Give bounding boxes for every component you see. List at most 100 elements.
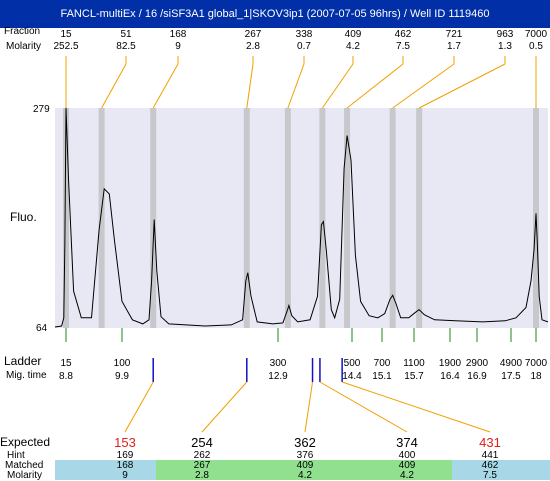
peak-size-label: 462	[394, 29, 412, 40]
hint-label: 441	[481, 450, 499, 461]
peak-molarity-label: 2.8	[246, 41, 260, 52]
expected-leader	[341, 381, 491, 433]
ladder-migtime-label: 17.5	[501, 371, 521, 382]
electropherogram-trace	[54, 107, 549, 328]
expected-molarity-label: 4.2	[298, 470, 312, 481]
peak-molarity-label: 1.3	[498, 41, 512, 52]
peak-molarity-label: 9	[175, 41, 181, 52]
ladder-migtime-label: 15.7	[404, 371, 424, 382]
plot-area	[55, 108, 548, 328]
ladder-migtime-label: 18	[530, 371, 542, 382]
peak-leader	[101, 63, 127, 109]
ladder-row-label: Ladder	[4, 354, 42, 368]
matched-label: 409	[398, 460, 416, 471]
migtime-row-label: Mig. time	[6, 370, 47, 381]
peak-size-label: 7000	[524, 29, 548, 40]
expected-size-label: 362	[294, 435, 316, 450]
ladder-size-label: 700	[373, 358, 391, 369]
peak-size-label: 168	[169, 29, 187, 40]
peak-band	[344, 108, 351, 328]
ladder-migtime-label: 9.9	[115, 371, 129, 382]
expected-size-label: 431	[479, 435, 501, 450]
peak-molarity-label: 0.5	[529, 41, 543, 52]
expected-molarity-label: 7.5	[483, 470, 497, 481]
expected-cell	[252, 460, 356, 480]
expected-cell	[55, 460, 156, 480]
peak-band	[243, 108, 250, 328]
peak-leader	[321, 63, 354, 109]
peak-leader	[418, 63, 506, 109]
peak-band	[416, 108, 423, 328]
ladder-migtime-label: 16.4	[440, 371, 460, 382]
peak-molarity-label: 0.7	[297, 41, 311, 52]
peak-leader	[287, 63, 305, 109]
hint-label: 376	[296, 450, 314, 461]
expected-leader	[304, 381, 314, 433]
y-tick-bottom: 64	[36, 323, 48, 334]
hint-label: 169	[116, 450, 134, 461]
expected-leader	[124, 381, 154, 433]
peak-size-label: 51	[120, 29, 132, 40]
peak-band	[284, 108, 291, 328]
expected-size-label: 374	[396, 435, 418, 450]
ladder-size-label: 2900	[465, 358, 489, 369]
matched-label: 409	[296, 460, 314, 471]
peak-leader	[346, 63, 404, 109]
y-axis-label: Fluo.	[10, 210, 37, 224]
peak-size-label: 338	[295, 29, 313, 40]
peak-band	[63, 108, 69, 328]
expected-molarity-label: 9	[122, 470, 128, 481]
expected-molarity-label: 2.8	[195, 470, 209, 481]
fraction-label: Fraction	[4, 26, 41, 37]
ladder-migtime-label: 12.9	[268, 371, 288, 382]
ladder-migtime-label: 16.9	[467, 371, 487, 382]
ladder-migtime-label: 15.1	[372, 371, 392, 382]
matched-row-label: Matched	[5, 460, 44, 471]
peak-band	[98, 108, 105, 328]
expected-leader	[201, 381, 248, 433]
peak-band	[319, 108, 326, 328]
peak-size-label: 409	[344, 29, 362, 40]
matched-label: 168	[116, 460, 134, 471]
ladder-size-label: 1100	[403, 358, 425, 369]
peak-leader	[152, 63, 179, 109]
ladder-size-label: 500	[343, 358, 361, 369]
hint-label: 262	[193, 450, 211, 461]
peak-molarity-label: 4.2	[346, 41, 360, 52]
expected-size-label: 153	[114, 435, 136, 450]
ladder-migtime-label: 8.8	[59, 371, 73, 382]
matched-label: 462	[481, 460, 499, 471]
expected-cell	[356, 460, 452, 480]
ladder-size-label: 100	[113, 358, 131, 369]
expected-leader	[319, 381, 408, 433]
ladder-size-label: 15	[60, 358, 72, 369]
peak-leader	[246, 63, 254, 109]
window-title: FANCL-multiEx / 16 /siSF3A1 global_1|SKO…	[0, 0, 550, 28]
ladder-migtime-label: 14.4	[342, 371, 362, 382]
peak-molarity-label: 82.5	[116, 41, 136, 52]
peak-size-label: 963	[496, 29, 514, 40]
peak-leader	[392, 63, 455, 109]
peak-size-label: 721	[445, 29, 463, 40]
hint-label: 400	[398, 450, 416, 461]
peak-molarity-label: 7.5	[396, 41, 410, 52]
peak-size-label: 15	[60, 29, 72, 40]
ladder-size-label: 7000	[524, 358, 548, 369]
expected-molarity-label: 4.2	[400, 470, 414, 481]
molarity-label: Molarity	[6, 41, 42, 52]
peak-molarity-label: 252.5	[53, 41, 79, 52]
expected-cell	[156, 460, 252, 480]
peak-band	[150, 108, 157, 328]
matched-label: 267	[193, 460, 211, 471]
peak-band	[389, 108, 396, 328]
peak-size-label: 267	[244, 29, 262, 40]
expected-row-label: Expected	[0, 435, 51, 449]
expected-size-label: 254	[191, 435, 213, 450]
hint-row-label: Hint	[7, 450, 25, 461]
ladder-size-label: 1900	[438, 358, 462, 369]
peak-molarity-label: 1.7	[447, 41, 461, 52]
molarity-row-label: Molarity	[7, 470, 43, 481]
ladder-size-label: 4900	[499, 358, 523, 369]
ladder-size-label: 300	[269, 358, 287, 369]
